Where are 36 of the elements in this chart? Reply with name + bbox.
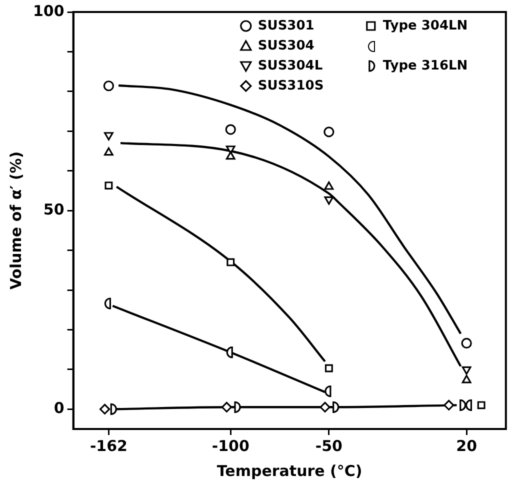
- legend-label: SUS301: [258, 18, 314, 34]
- point: [221, 402, 232, 412]
- y-tick-label: 50: [43, 200, 64, 218]
- point: [225, 124, 236, 135]
- x-axis-title: Temperature (°C): [216, 462, 362, 480]
- point: [477, 401, 486, 410]
- point: [462, 366, 472, 375]
- legend-label: Type 304LN: [382, 18, 468, 34]
- point: [320, 402, 330, 412]
- y-tick-label: 0: [54, 399, 64, 418]
- line-series: [115, 186, 326, 363]
- point: [103, 80, 114, 92]
- point: [104, 182, 113, 190]
- point: [462, 374, 472, 384]
- point: [461, 338, 472, 349]
- point: [99, 404, 110, 414]
- legend-label: SUS304L: [258, 58, 323, 74]
- legend-label: Type 316LN: [382, 58, 468, 74]
- point: [226, 151, 236, 160]
- point: [444, 400, 454, 410]
- legend-label: SUS304: [258, 38, 314, 54]
- point: [226, 258, 235, 266]
- point: [226, 146, 236, 154]
- x-tick-label: -162: [90, 436, 128, 455]
- point: [324, 364, 333, 372]
- point: [104, 147, 114, 156]
- point: [324, 126, 334, 138]
- y-tick-label: 100: [33, 2, 64, 20]
- y-axis-title: Volume of α′ (%): [6, 151, 25, 290]
- x-tick-label: -50: [315, 436, 342, 455]
- point: [324, 181, 334, 190]
- point: [324, 196, 334, 205]
- legend-label: SUS310S: [258, 78, 324, 94]
- x-tick-label: -100: [212, 436, 250, 455]
- x-tick-label: 20: [456, 436, 478, 455]
- point: [104, 132, 114, 140]
